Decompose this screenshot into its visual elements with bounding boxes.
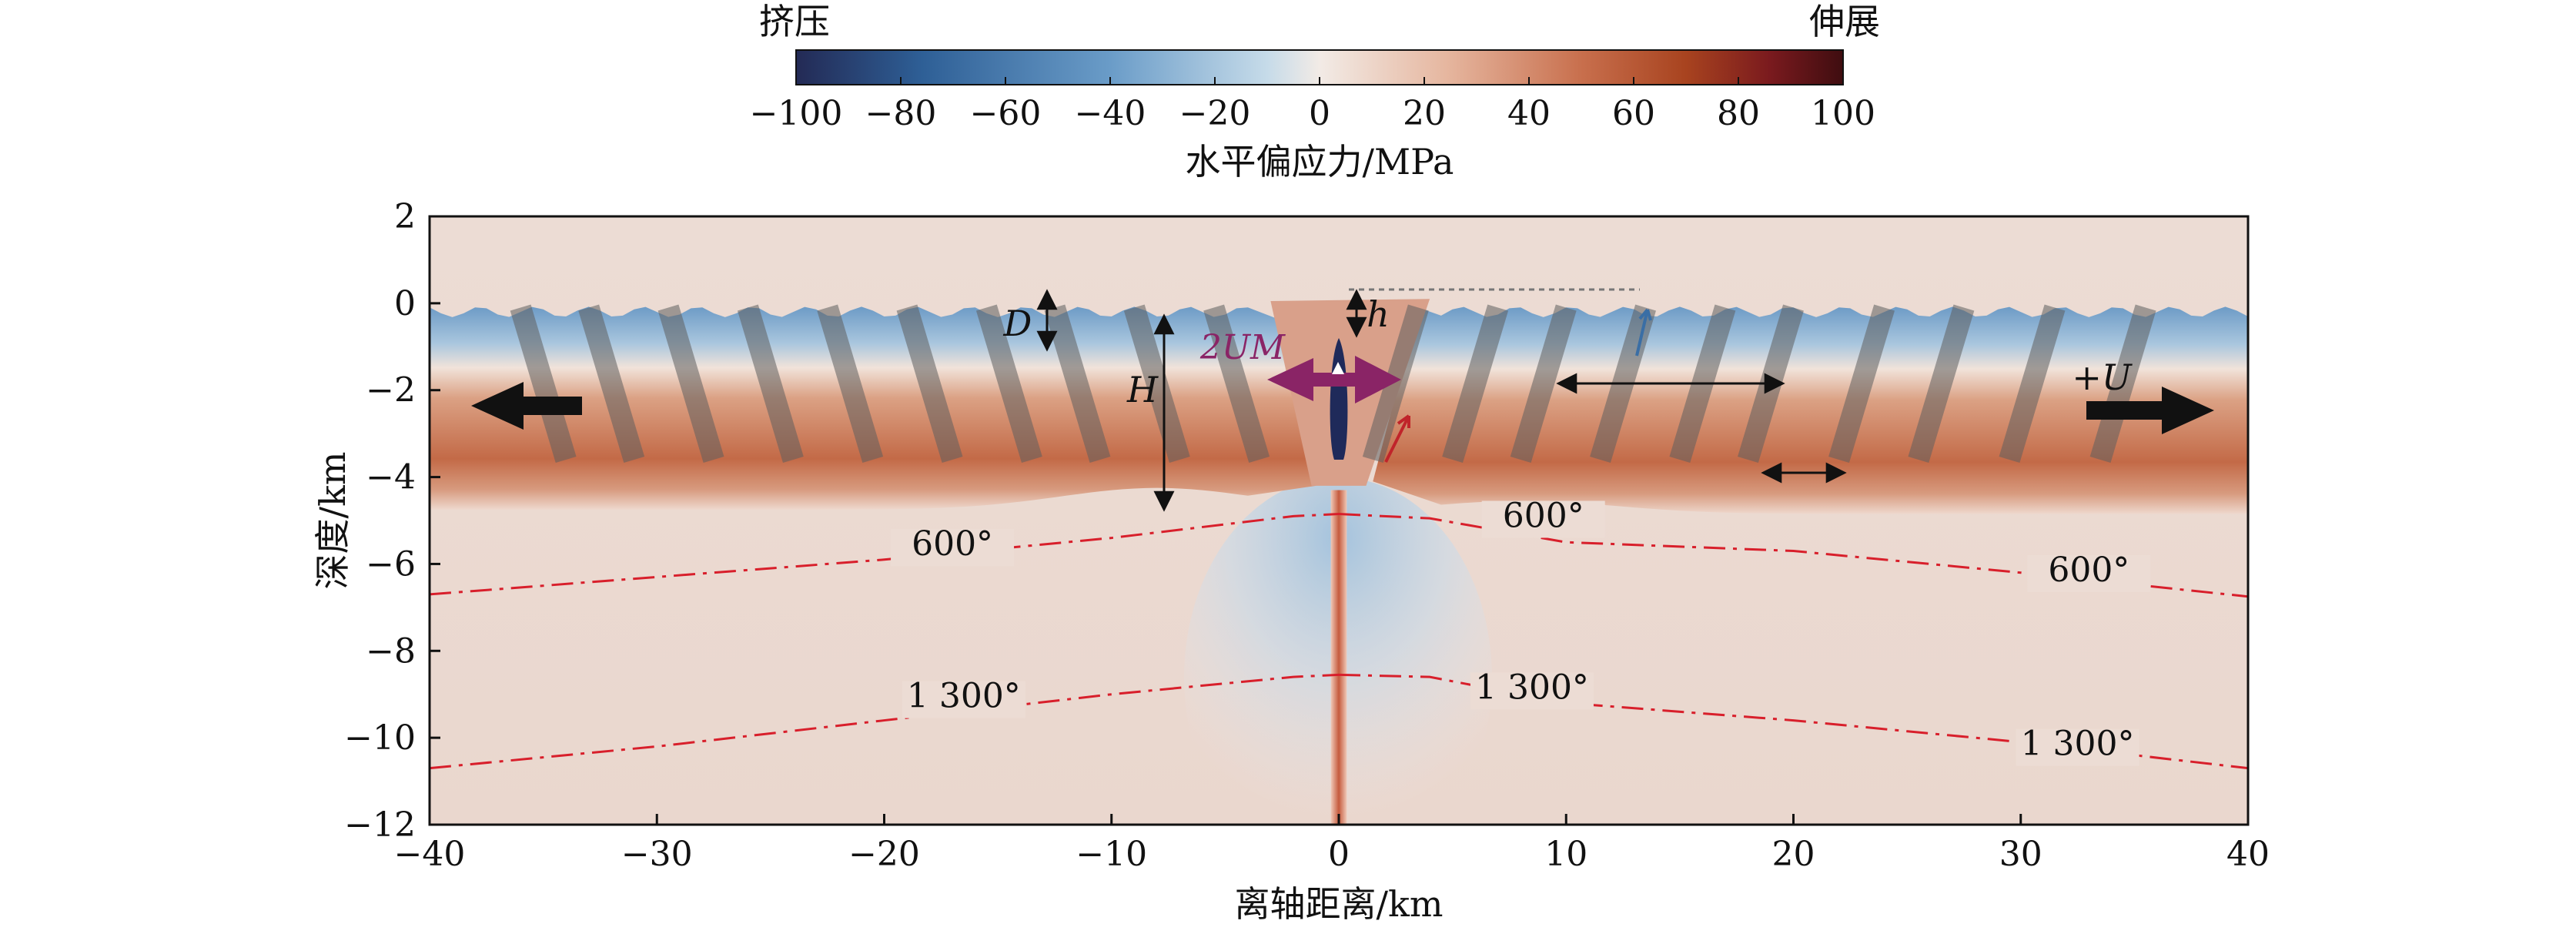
y-tick-label: −4	[366, 458, 416, 497]
two-um-label: 2UM	[1199, 328, 1286, 367]
fault-slip-blue	[1635, 308, 1652, 357]
fault-bands	[510, 304, 2156, 464]
fault-band	[2089, 304, 2156, 464]
h-big-label: H	[1126, 369, 1159, 410]
magma-chamber	[1330, 338, 1348, 460]
isotherm-label: 1 300°	[907, 677, 1021, 716]
colorbar-tick-label: 20	[1403, 94, 1446, 133]
isotherm-label: 600°	[1503, 496, 1584, 535]
fault-band	[975, 304, 1042, 464]
y-tick-label: 0	[394, 284, 416, 323]
isotherm-label-bg	[2016, 728, 2139, 766]
isotherm-label-bg	[891, 529, 1015, 567]
spreading-arrow-2um	[1267, 356, 1401, 403]
colorbar-tick-label: 100	[1811, 94, 1875, 133]
x-axis-label: 离轴距离/km	[1235, 883, 1444, 925]
colorbar-tick-label: 0	[1309, 94, 1330, 133]
x-tick-label: 40	[2226, 835, 2270, 874]
fault-band	[1999, 304, 2066, 464]
y-tick-label: −2	[366, 371, 416, 410]
colorbar-tick-label: −100	[750, 94, 843, 133]
h-small-label: h	[1367, 293, 1390, 335]
fault-slip-red	[1384, 414, 1410, 463]
colorbar-tick-label: −80	[865, 94, 937, 133]
colorbar-tick-label: 40	[1507, 94, 1551, 133]
x-tick-label: −30	[621, 835, 693, 874]
x-tick-label: 30	[1999, 835, 2042, 874]
fault-band	[578, 304, 645, 464]
isotherm-label-bg	[1470, 672, 1594, 710]
isotherm-label: 1 300°	[1475, 668, 1589, 707]
isotherm-label-bg	[1481, 500, 1605, 538]
y-tick-label: −12	[344, 805, 416, 845]
central-dyke	[1330, 490, 1347, 825]
colorbar-tick-label: 80	[1717, 94, 1760, 133]
fault-band	[1510, 304, 1577, 464]
isotherm-label-bg	[902, 681, 1025, 718]
colorbar-extension-label: 伸展	[1809, 1, 1880, 42]
colorbar-tick-label: −60	[970, 94, 1042, 133]
x-tick-label: −10	[1076, 835, 1147, 874]
fault-band	[1828, 304, 1895, 464]
fault-band	[1442, 304, 1509, 464]
isotherm-label: 600°	[912, 524, 993, 564]
annotations: D H h +U 2UM	[471, 288, 2214, 512]
isotherm-label: 600°	[2048, 551, 2129, 590]
colorbar-tick-label: 60	[1612, 94, 1655, 133]
magma-upward-arrow	[1332, 362, 1344, 374]
fault-band	[1908, 304, 1975, 464]
fault-band	[896, 304, 963, 464]
fault-band	[1044, 304, 1111, 464]
isotherm-label: 1 300°	[2021, 725, 2135, 764]
x-tick-label: 0	[1328, 835, 1350, 874]
isotherms: 600° 600° 600° 1 300° 1 300° 1 300°	[430, 496, 2248, 770]
fault-band	[817, 304, 884, 464]
y-axis-label: 深度/km	[312, 452, 353, 590]
colorbar-tick-label: −20	[1179, 94, 1251, 133]
y-tick-label: −8	[366, 631, 416, 671]
plot-area: 600°600°600°1 300° 1 300°1 300° −40 −30 −20…	[312, 197, 2270, 925]
x-tick-label: 10	[1544, 835, 1587, 874]
x-tick-label: −40	[394, 835, 466, 874]
y-tick-label: −10	[344, 718, 416, 758]
isotherm-line	[430, 513, 1340, 596]
colorbar: −100 −80 −60 −40 −20 0 20 40 60 80 100 挤压 伸展 水平偏应力…	[750, 1, 1880, 182]
x-tick-label: −20	[848, 835, 920, 874]
plus-u-label: +U	[2072, 357, 2133, 398]
fault-band	[1203, 304, 1270, 464]
fault-band	[737, 304, 804, 464]
colorbar-ticks: −100 −80 −60 −40 −20 0 20 40 60 80 100	[750, 77, 1875, 133]
x-tick-label: 20	[1772, 835, 1815, 874]
colorbar-tick-label: −40	[1075, 94, 1146, 133]
fault-band	[1362, 304, 1429, 464]
colorbar-title: 水平偏应力/MPa	[1186, 141, 1454, 182]
fault-band	[510, 304, 577, 464]
colorbar-compression-label: 挤压	[759, 1, 830, 42]
y-tick-label: 2	[394, 197, 416, 236]
y-tick-label: −6	[366, 544, 416, 584]
left-plate-motion-arrow	[471, 382, 582, 430]
isotherm-label-bg	[2027, 555, 2151, 592]
d-label: D	[1003, 303, 1032, 344]
right-plate-motion-arrow	[2086, 387, 2214, 434]
fault-band	[657, 304, 724, 464]
axial-valley-wedge	[1270, 299, 1430, 486]
